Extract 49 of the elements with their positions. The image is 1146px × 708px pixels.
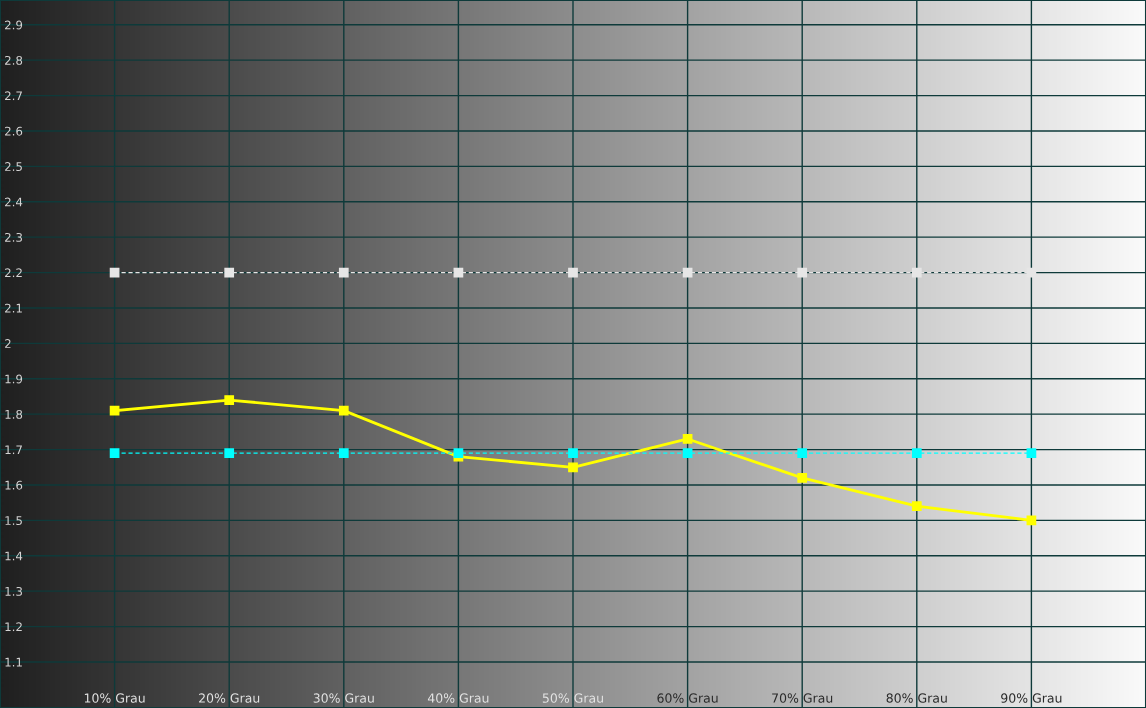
x-tick-label: 20% Grau [199, 693, 260, 703]
y-tick-label: 2.2 [5, 268, 22, 278]
y-tick-label: 1.1 [5, 657, 22, 667]
y-tick-label: 2.4 [5, 197, 23, 207]
x-tick-label: 40% Grau [427, 693, 489, 703]
point [109, 405, 120, 416]
point [224, 448, 235, 458]
x-tick-label: 30% Grau [313, 693, 374, 703]
point [911, 267, 922, 278]
y-tick-label: 2.3 [5, 232, 22, 242]
point [453, 448, 464, 458]
y-tick-label: 1.7 [5, 445, 22, 455]
point [568, 462, 578, 473]
y-tick-label: 1.4 [5, 551, 23, 561]
point [109, 448, 120, 458]
y-tick-label: 1.3 [5, 586, 22, 596]
point [911, 501, 922, 512]
point [682, 448, 693, 458]
x-tick-label: 50% Grau [542, 693, 603, 703]
point [797, 267, 808, 278]
point [338, 267, 349, 278]
x-tick-label: 60% Grau [657, 693, 718, 703]
point [568, 448, 578, 458]
x-tick-label: 90% Grau [1001, 693, 1062, 703]
y-tick-label: 2.8 [5, 55, 23, 65]
y-tick-label: 1.6 [5, 480, 23, 490]
point [911, 448, 922, 458]
y-tick-label: 2.6 [5, 126, 23, 136]
point [224, 267, 235, 278]
point [338, 448, 349, 458]
y-tick-label: 2.9 [5, 20, 23, 30]
y-tick-label: 1.9 [5, 374, 23, 384]
x-tick-label: 80% Grau [886, 693, 947, 703]
point [568, 267, 578, 278]
point [224, 395, 235, 405]
y-tick-label: 1.2 [5, 622, 22, 632]
point [797, 473, 808, 483]
x-tick-label: 10% Grau [84, 693, 145, 703]
point [682, 434, 693, 444]
y-tick-label: 2.1 [5, 303, 22, 313]
y-tick-label: 2.7 [5, 91, 22, 101]
y-tick-label: 1.8 [5, 409, 23, 419]
y-tick-label: 2.5 [5, 162, 22, 172]
y-tick-label: 2 [5, 339, 11, 348]
point [338, 405, 349, 416]
point [797, 448, 808, 458]
x-tick-label: 70% Grau [772, 693, 833, 703]
point [1026, 448, 1037, 458]
y-tick-label: 1.5 [5, 516, 22, 526]
